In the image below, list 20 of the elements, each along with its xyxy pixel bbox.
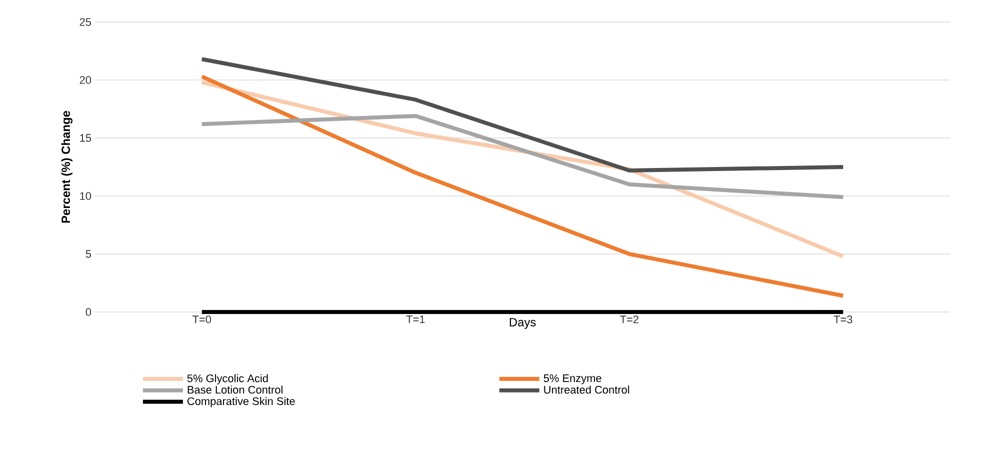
x-tick-label: T=1	[406, 316, 425, 324]
x-axis-title: Days	[510, 318, 536, 329]
x-tick-label: T=3	[834, 316, 852, 324]
y-tick-label: 5	[86, 250, 92, 258]
legend-label: Untreated Control	[544, 386, 630, 394]
y-tick-label: 15	[80, 134, 92, 142]
y-tick-label: 20	[80, 76, 92, 84]
legend-label: Comparative Skin Site	[187, 397, 295, 408]
x-tick-label: T=0	[192, 316, 212, 324]
legend-label: Base Lotion Control	[188, 386, 282, 394]
y-axis-title: Percent (%) Change	[61, 110, 72, 223]
legend-label: 5% Enzyme	[544, 374, 602, 384]
legend-label: 5% Glycolic Acid	[187, 374, 268, 384]
y-tick-label: 0	[86, 308, 92, 316]
line-series	[200, 74, 846, 298]
x-tick-label: T=2	[620, 316, 638, 324]
y-tick-label: 25	[80, 18, 92, 26]
line-series	[200, 114, 846, 200]
line-series	[200, 57, 846, 172]
y-tick-label: 10	[80, 192, 92, 200]
